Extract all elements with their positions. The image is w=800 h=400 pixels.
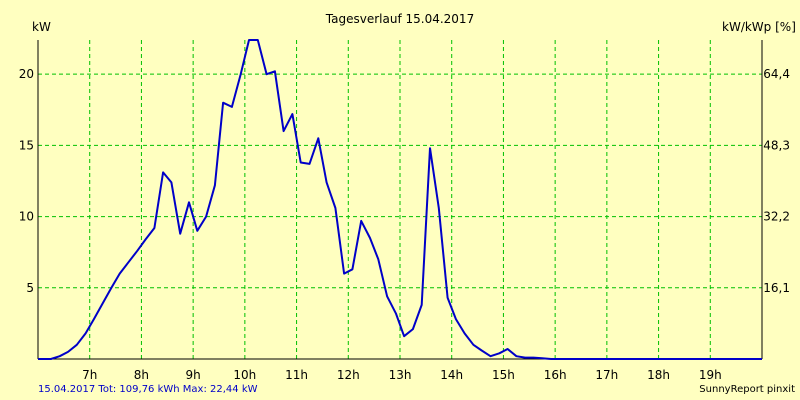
x-tick-label: 11h bbox=[285, 368, 308, 382]
x-tick-label: 9h bbox=[186, 368, 201, 382]
footer-credit: SunnyReport pinxit bbox=[699, 384, 795, 395]
y-tick-label-right: 48,3 bbox=[763, 138, 790, 152]
x-tick-label: 15h bbox=[492, 368, 515, 382]
left-axis-unit-label: kW bbox=[32, 20, 51, 34]
y-tick-label-left: 10 bbox=[19, 210, 34, 224]
y-tick-label-left: 5 bbox=[26, 281, 34, 295]
y-tick-label-right: 32,2 bbox=[763, 210, 790, 224]
y-tick-labels-left: 5 10 15 20 bbox=[19, 67, 34, 295]
x-tick-label: 18h bbox=[647, 368, 670, 382]
x-tick-label: 19h bbox=[699, 368, 722, 382]
y-tick-label-right: 16,1 bbox=[763, 281, 790, 295]
footer-summary: 15.04.2017 Tot: 109,76 kWh Max: 22,44 kW bbox=[38, 384, 258, 395]
x-tick-label: 8h bbox=[134, 368, 149, 382]
y-tick-label-left: 15 bbox=[19, 138, 34, 152]
x-tick-label: 17h bbox=[595, 368, 618, 382]
x-tick-label: 16h bbox=[544, 368, 567, 382]
grid-lines bbox=[38, 40, 762, 359]
y-tick-labels-right: 16,1 32,2 48,3 64,4 bbox=[763, 67, 790, 295]
y-tick-label-right: 64,4 bbox=[763, 67, 790, 81]
series-line-power bbox=[38, 39, 762, 360]
x-tick-label: 12h bbox=[337, 368, 360, 382]
x-tick-label: 7h bbox=[82, 368, 97, 382]
series-group bbox=[38, 39, 762, 360]
x-tick-label: 10h bbox=[233, 368, 256, 382]
x-tick-label: 13h bbox=[389, 368, 412, 382]
axes bbox=[37, 40, 763, 360]
x-tick-label: 14h bbox=[440, 368, 463, 382]
chart-title: Tagesverlauf 15.04.2017 bbox=[325, 12, 474, 26]
y-tick-label-left: 20 bbox=[19, 67, 34, 81]
x-tick-labels: 7h 8h 9h 10h 11h 12h 13h 14h 15h 16h 17h 18h 19h bbox=[82, 368, 722, 382]
right-axis-unit-label: kW/kWp [%] bbox=[722, 20, 796, 34]
